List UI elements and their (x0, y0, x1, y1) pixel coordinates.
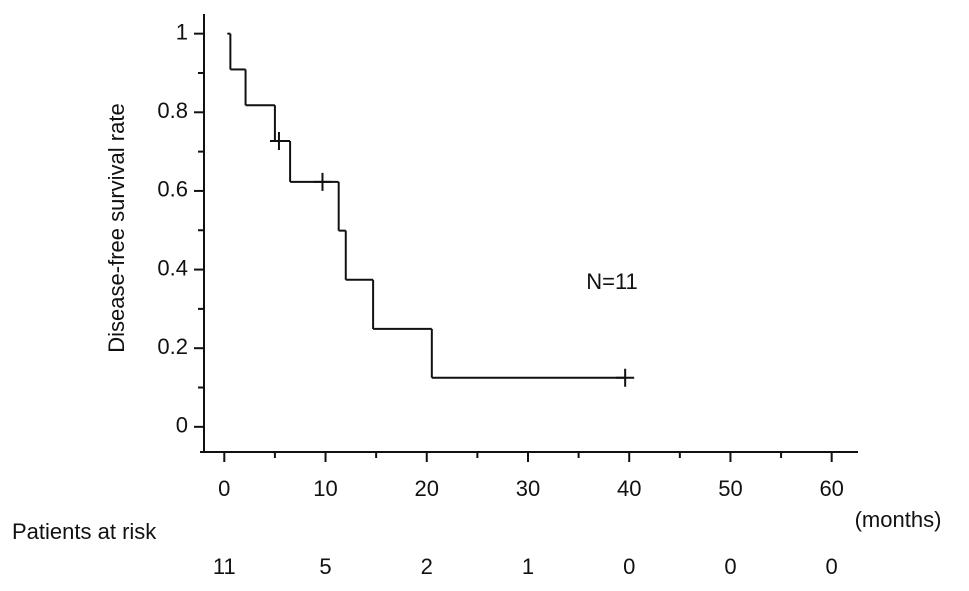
censor-mark (616, 368, 635, 387)
x-tick-label: 40 (617, 476, 641, 501)
censor-mark (269, 131, 288, 150)
y-tick-label: 0.8 (157, 98, 188, 123)
x-tick-label: 50 (718, 476, 742, 501)
at-risk-count: 0 (623, 554, 635, 579)
at-risk-count: 5 (319, 554, 331, 579)
x-tick-label: 20 (415, 476, 439, 501)
at-risk-count: 2 (421, 554, 433, 579)
censor-mark (313, 172, 332, 191)
x-axis-label: (months) (855, 507, 942, 532)
y-axis-label: Disease-free survival rate (104, 103, 129, 352)
at-risk-count: 0 (826, 554, 838, 579)
y-tick-label: 0.4 (157, 255, 188, 280)
at-risk-count: 11 (213, 554, 236, 579)
annotation: N=11 (586, 269, 638, 294)
x-tick-label: 60 (819, 476, 843, 501)
at-risk-count: 0 (724, 554, 736, 579)
at-risk-label: Patients at risk (12, 519, 157, 544)
y-tick-label: 0 (176, 413, 188, 438)
y-tick-label: 0.6 (157, 177, 188, 202)
x-tick-label: 30 (516, 476, 540, 501)
at-risk-count: 1 (522, 554, 534, 579)
x-tick-label: 0 (218, 476, 230, 501)
y-tick-label: 1 (176, 19, 188, 44)
x-tick-label: 10 (313, 476, 337, 501)
y-tick-label: 0.2 (157, 334, 188, 359)
